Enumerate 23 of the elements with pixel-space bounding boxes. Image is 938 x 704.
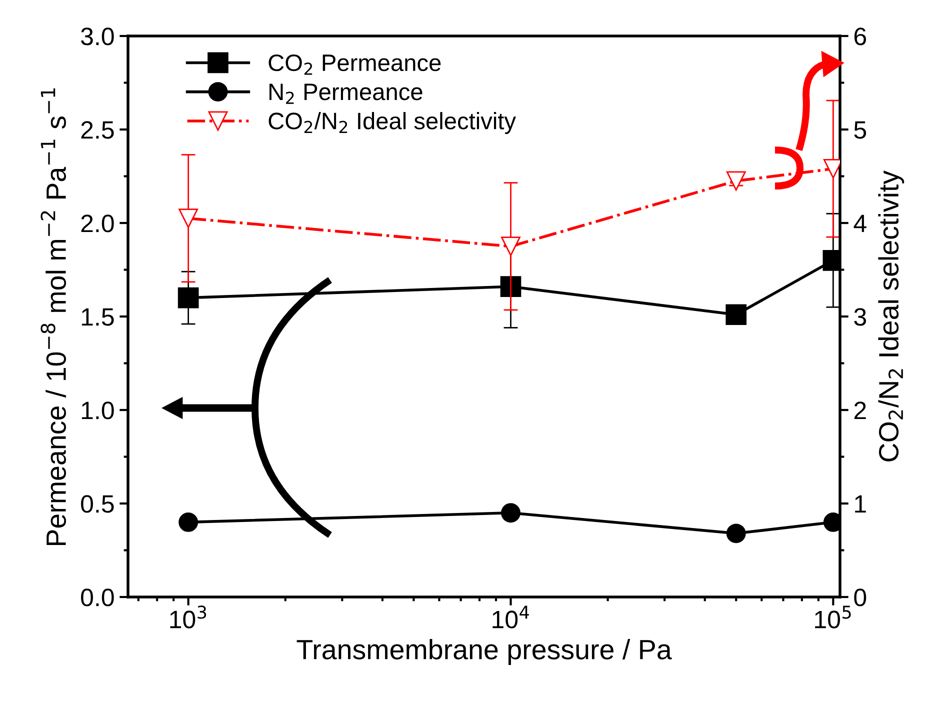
legend-label: CO$_{2}$ Permeance	[268, 54, 441, 75]
legend-label: CO$_{2}$/N$_{2}$ Ideal selectivity	[268, 112, 516, 134]
y-tick-label: 3.0	[81, 28, 114, 46]
y-axis-title: Permeance / 10$^{−8}$ mol m$^{−2}$ Pa$^{−1}$ s$^{−1}$	[40, 88, 66, 546]
x-tick-label: 10$^{3}$	[170, 606, 206, 628]
y-tick-label: 0.0	[81, 588, 114, 606]
y2-tick-label: 4	[854, 214, 866, 232]
y2-tick-label: 3	[854, 308, 866, 326]
y2-axis-title: CO$_{2}$/N$_{2}$ Ideal selectivity	[878, 170, 904, 462]
y2-tick-label: 6	[854, 28, 866, 46]
x-axis-title: Transmembrane pressure / Pa	[296, 639, 672, 665]
y2-tick-label: 0	[854, 588, 866, 606]
y-tick-label: 2.0	[81, 214, 114, 232]
x-tick-label: 10$^{5}$	[815, 606, 851, 628]
y-tick-label: 1.0	[82, 402, 114, 420]
y-tick-label: 0.5	[81, 495, 114, 513]
y2-tick-label: 1	[855, 495, 866, 513]
y2-tick-label: 5	[854, 121, 866, 139]
y-tick-label: 2.5	[81, 121, 114, 139]
legend-label: N$_{2}$ Permeance	[270, 84, 422, 104]
y-tick-label: 1.5	[82, 308, 114, 326]
y2-tick-label: 2	[854, 402, 866, 420]
x-tick-label: 10$^{4}$	[492, 606, 529, 628]
